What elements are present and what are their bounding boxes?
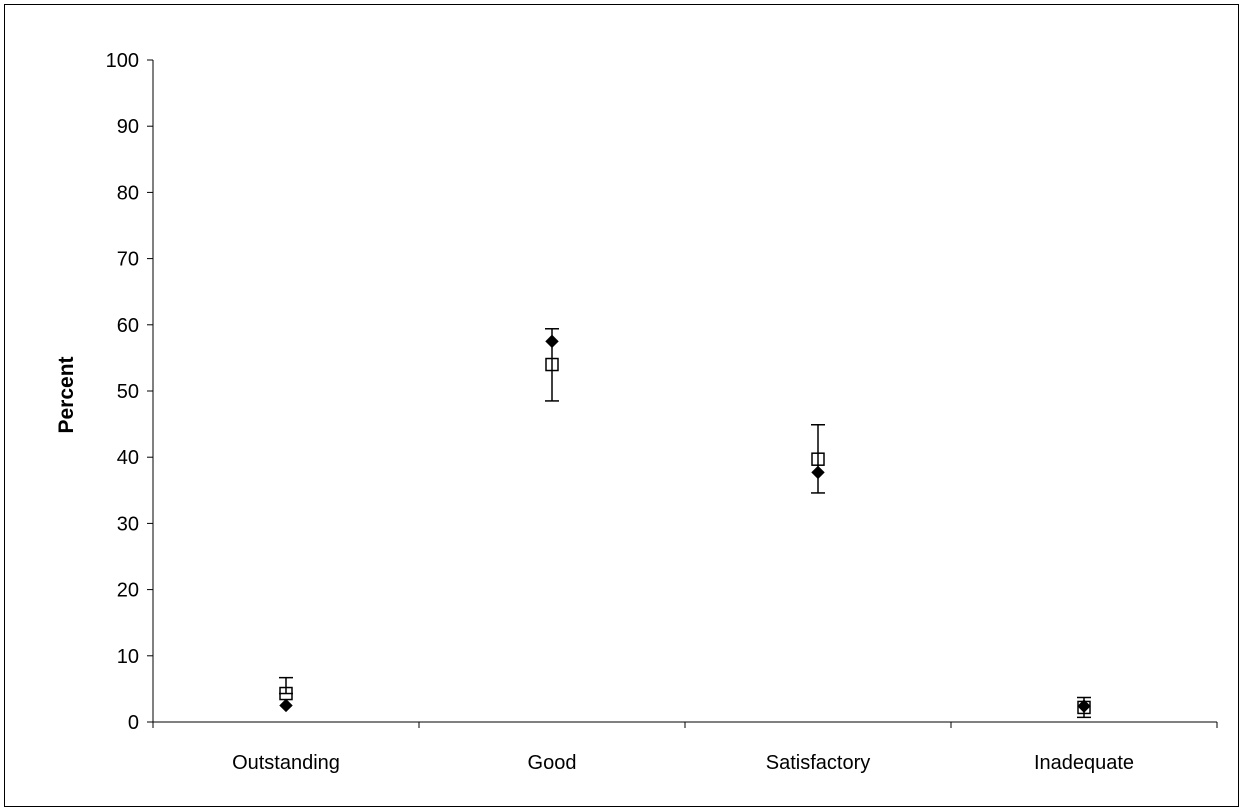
y-axis: 0 10 20 30 40 50 60 70 80 90 100 [106, 50, 154, 734]
y-tick-label: 50 [117, 381, 139, 403]
y-tick-label: 90 [117, 116, 139, 138]
x-tick-label: Outstanding [232, 752, 340, 774]
y-tick-label: 10 [117, 646, 139, 668]
y-tick-label: 40 [117, 447, 139, 469]
y-tick-label: 20 [117, 580, 139, 602]
chart-frame [4, 4, 1239, 807]
y-tick-label: 70 [117, 249, 139, 271]
data-point-square [545, 357, 559, 372]
data-point-diamond [1077, 699, 1091, 713]
y-axis-title: Percent [55, 356, 78, 433]
x-tick-label: Satisfactory [766, 752, 870, 774]
data-point-square [811, 452, 825, 466]
y-tick-label: 30 [117, 513, 139, 535]
y-tick-label: 80 [117, 182, 139, 204]
y-tick-label: 60 [117, 315, 139, 337]
data-point-diamond [545, 334, 559, 349]
data-point-diamond [811, 465, 825, 480]
y-tick-label: 100 [106, 50, 139, 72]
x-tick-label: Inadequate [1034, 752, 1134, 774]
x-axis: Outstanding Good Satisfactory Inadequate [152, 721, 1218, 774]
y-tick-label: 0 [128, 712, 139, 734]
x-tick-label: Good [528, 752, 577, 774]
data-point-square [1077, 700, 1091, 715]
data-point-square [279, 686, 293, 701]
data-marks [279, 328, 1091, 719]
data-point-diamond [279, 698, 293, 713]
